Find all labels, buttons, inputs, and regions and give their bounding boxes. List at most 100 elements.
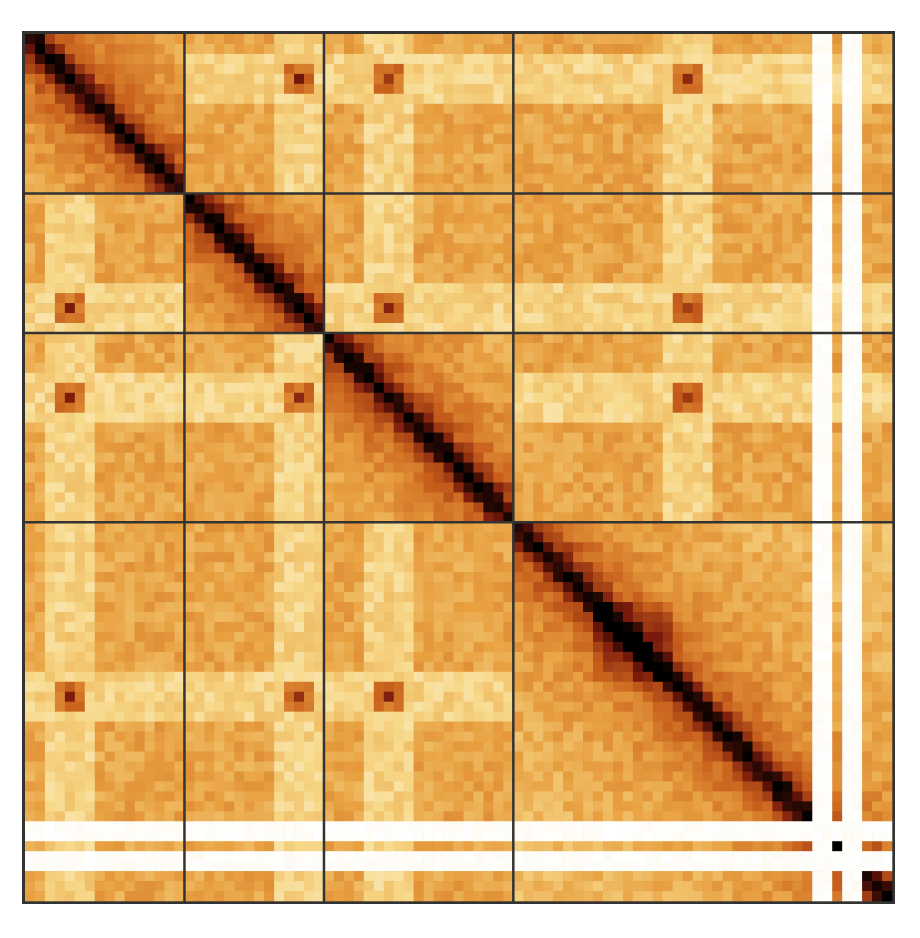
heatmap-cell: [752, 173, 763, 184]
heatmap-cell: [74, 462, 86, 473]
heatmap-cell: [593, 203, 604, 214]
heatmap-cell: [74, 323, 86, 334]
heatmap-cell: [672, 253, 684, 264]
heatmap-cell: [822, 572, 833, 583]
heatmap-cell: [304, 532, 315, 543]
heatmap-cell: [593, 382, 604, 394]
heatmap-cell: [373, 372, 385, 384]
heatmap-cell: [692, 502, 703, 513]
heatmap-cell: [144, 323, 155, 334]
heatmap-cell: [832, 123, 843, 134]
heatmap-cell: [453, 572, 464, 583]
heatmap-cell: [244, 482, 255, 493]
heatmap-cell: [204, 133, 215, 144]
heatmap-cell: [64, 592, 76, 603]
heatmap-cell: [453, 522, 464, 533]
heatmap-cell: [802, 153, 813, 164]
heatmap-cell: [812, 283, 823, 294]
heatmap-cell: [672, 183, 684, 194]
heatmap-cell: [443, 542, 454, 553]
heatmap-cell: [632, 34, 644, 45]
heatmap-cell: [84, 432, 96, 443]
heatmap-cell: [553, 233, 564, 244]
heatmap-cell: [832, 542, 843, 553]
heatmap-cell: [543, 103, 554, 115]
heatmap-cell: [603, 342, 614, 354]
heatmap-cell: [543, 332, 554, 344]
heatmap-cell: [742, 53, 753, 65]
heatmap-cell: [662, 153, 674, 164]
heatmap-cell: [842, 153, 853, 164]
heatmap-cell: [353, 372, 365, 384]
heatmap-cell: [882, 532, 893, 543]
heatmap-cell: [25, 512, 36, 523]
heatmap-cell: [144, 93, 155, 105]
heatmap-cell: [94, 34, 106, 45]
heatmap-cell: [573, 43, 584, 55]
heatmap-cell: [323, 113, 335, 124]
heatmap-cell: [323, 223, 335, 234]
heatmap-cell: [25, 442, 36, 453]
heatmap-cell: [742, 412, 753, 423]
heatmap-cell: [593, 223, 604, 234]
heatmap-cell: [652, 552, 664, 563]
heatmap-cell: [603, 572, 614, 583]
heatmap-cell: [214, 253, 225, 264]
heatmap-cell: [782, 332, 793, 344]
heatmap-cell: [573, 153, 584, 164]
heatmap-cell: [603, 522, 614, 533]
heatmap-cell: [184, 532, 195, 543]
heatmap-cell: [114, 123, 125, 134]
heatmap-cell: [393, 412, 404, 423]
heatmap-cell: [64, 572, 76, 583]
heatmap-cell: [294, 492, 305, 503]
heatmap-cell: [762, 163, 773, 174]
heatmap-cell: [154, 592, 165, 603]
heatmap-cell: [224, 462, 235, 473]
heatmap-cell: [274, 352, 285, 364]
heatmap-cell: [333, 93, 345, 105]
heatmap-cell: [244, 342, 255, 354]
heatmap-cell: [822, 532, 833, 543]
heatmap-cell: [104, 492, 115, 503]
heatmap-cell: [672, 592, 684, 603]
heatmap-cell: [373, 63, 385, 75]
heatmap-cell: [692, 113, 703, 124]
heatmap-cell: [164, 402, 175, 413]
heatmap-cell: [393, 153, 404, 164]
heatmap-cell: [463, 313, 474, 324]
heatmap-cell: [154, 243, 165, 254]
heatmap-cell: [563, 293, 574, 304]
heatmap-cell: [164, 392, 175, 404]
heatmap-cell: [862, 223, 873, 234]
heatmap-cell: [752, 492, 763, 503]
heatmap-cell: [294, 552, 305, 563]
heatmap-cell: [822, 243, 833, 254]
heatmap-cell: [473, 243, 484, 254]
heatmap-cell: [453, 123, 464, 134]
heatmap-cell: [134, 442, 145, 453]
heatmap-cell: [842, 372, 853, 384]
heatmap-cell: [752, 113, 763, 124]
heatmap-cell: [513, 452, 524, 463]
heatmap-cell: [792, 352, 803, 364]
heatmap-cell: [682, 532, 693, 543]
heatmap-cell: [732, 432, 743, 443]
heatmap-cell: [134, 492, 145, 503]
heatmap-cell: [174, 73, 185, 85]
heatmap-cell: [882, 123, 893, 134]
heatmap-cell: [732, 332, 743, 344]
heatmap-cell: [543, 542, 554, 553]
heatmap-cell: [652, 123, 664, 134]
heatmap-cell: [493, 332, 504, 344]
heatmap-cell: [244, 183, 255, 194]
heatmap-cell: [433, 53, 444, 65]
heatmap-cell: [782, 103, 793, 115]
heatmap-cell: [333, 562, 345, 573]
heatmap-cell: [423, 213, 434, 224]
heatmap-cell: [174, 572, 185, 583]
heatmap-cell: [523, 183, 534, 194]
heatmap-cell: [224, 103, 235, 115]
heatmap-cell: [762, 193, 773, 204]
heatmap-cell: [184, 34, 195, 45]
